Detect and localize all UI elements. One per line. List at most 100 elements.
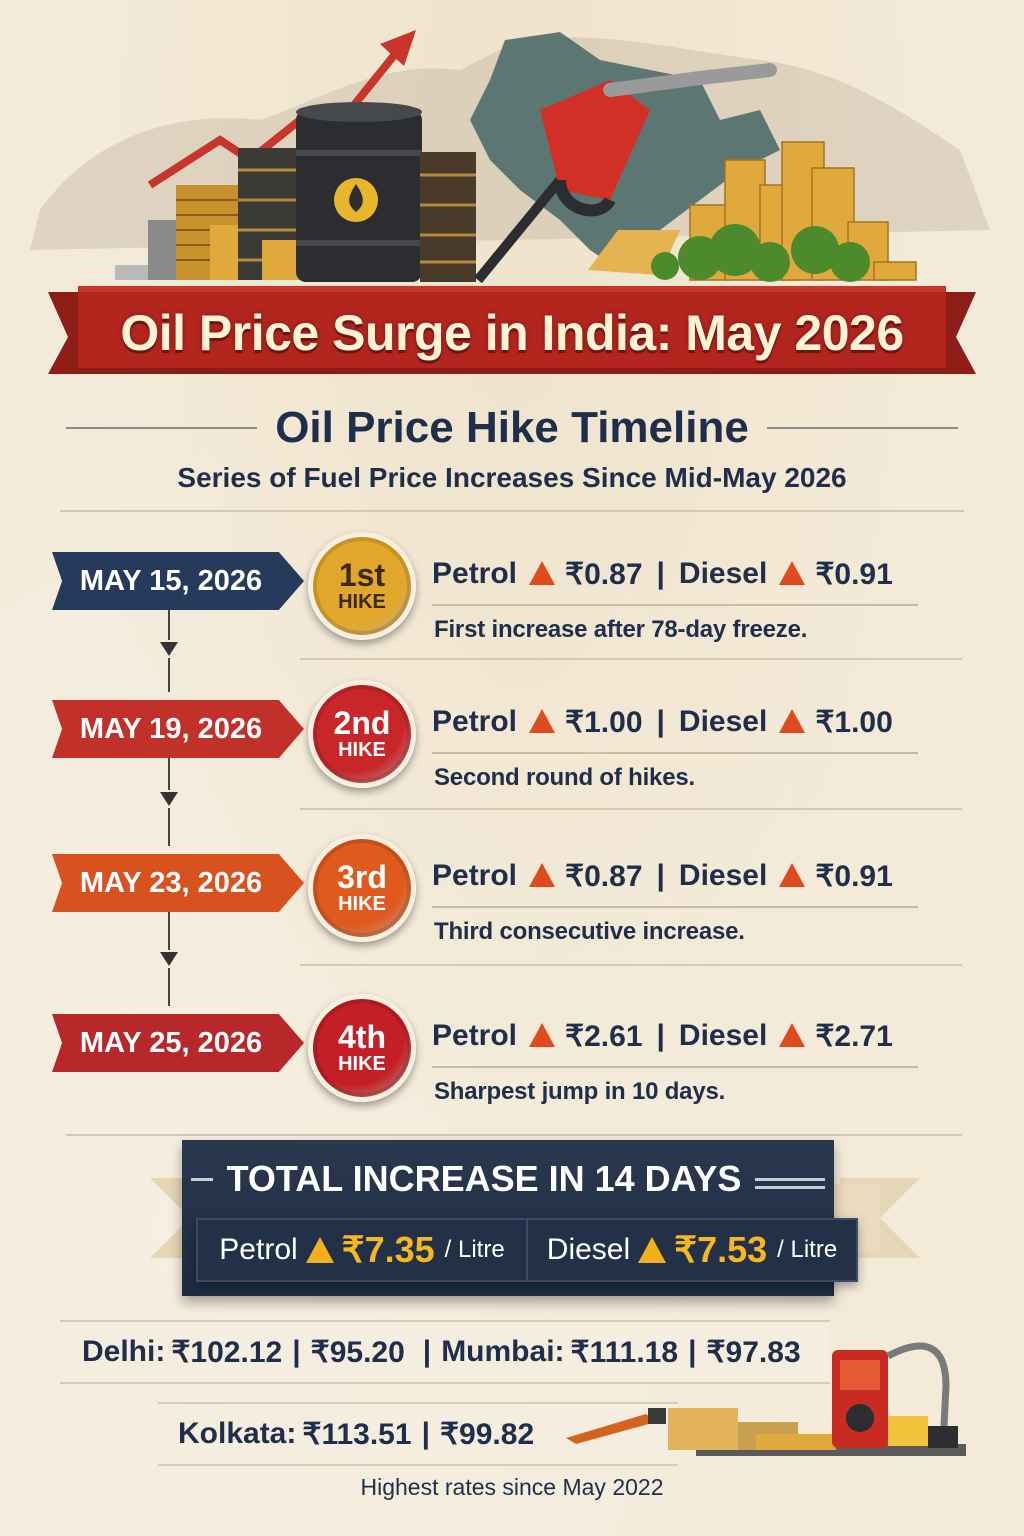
price-changes: Petrol ₹2.61 | Diesel ₹2.71 bbox=[432, 1016, 893, 1056]
diesel-change: ₹0.91 bbox=[815, 859, 893, 893]
hike-note: Sharpest jump in 10 days. bbox=[434, 1078, 726, 1105]
price-changes: Petrol ₹1.00 | Diesel ₹1.00 bbox=[432, 702, 893, 742]
up-triangle-icon bbox=[529, 561, 556, 585]
page-title: Oil Price Surge in India: May 2026 bbox=[120, 305, 904, 361]
city-prices-row: Delhi: ₹102.12 | ₹95.20 | Mumbai: ₹111.1… bbox=[60, 1320, 830, 1384]
row-rule bbox=[432, 604, 918, 606]
hike-badge: 2nd HIKE bbox=[308, 680, 416, 788]
price-changes: Petrol ₹0.87 | Diesel ₹0.91 bbox=[432, 856, 893, 896]
total-title: TOTAL INCREASE IN 14 DAYS bbox=[226, 1158, 742, 1199]
header-rule-left bbox=[66, 427, 258, 429]
separator: | bbox=[422, 1335, 432, 1368]
diesel-label: Diesel bbox=[678, 859, 768, 892]
hike-badge: 3rd HIKE bbox=[308, 834, 416, 942]
city-petrol-price: ₹111.18 bbox=[570, 1335, 679, 1369]
separator: | bbox=[688, 1335, 697, 1368]
petrol-change: ₹0.87 bbox=[565, 557, 643, 591]
timeline-connector bbox=[168, 912, 170, 950]
oil-barrel-icon bbox=[296, 102, 422, 282]
date-tag: MAY 19, 2026 bbox=[52, 700, 304, 758]
price-changes: Petrol ₹0.87 | Diesel ₹0.91 bbox=[432, 554, 893, 594]
total-title-row: TOTAL INCREASE IN 14 DAYS bbox=[182, 1158, 834, 1200]
fuel-nozzle-icon bbox=[474, 63, 777, 284]
unit-label: / Litre bbox=[777, 1236, 838, 1263]
up-triangle-icon bbox=[305, 1237, 334, 1263]
petrol-change: ₹2.61 bbox=[565, 1019, 643, 1053]
up-triangle-icon bbox=[529, 863, 556, 887]
city-label: Mumbai: bbox=[441, 1335, 565, 1368]
divider bbox=[60, 510, 964, 512]
city-petrol-price: ₹102.12 bbox=[171, 1335, 283, 1369]
separator: | bbox=[656, 1019, 665, 1052]
petrol-label: Petrol bbox=[219, 1233, 298, 1266]
timeline-row: MAY 19, 2026 2nd HIKE Petrol ₹1.00 | Die… bbox=[52, 680, 972, 810]
diesel-label: Diesel bbox=[678, 705, 768, 738]
hike-badge: 1st HIKE bbox=[308, 532, 416, 640]
hike-label: HIKE bbox=[338, 893, 386, 915]
city-diesel-price: ₹97.83 bbox=[706, 1335, 801, 1369]
divider bbox=[300, 964, 962, 966]
date-tag: MAY 23, 2026 bbox=[52, 854, 304, 912]
hike-label: HIKE bbox=[338, 739, 386, 761]
diesel-label: Diesel bbox=[546, 1233, 631, 1266]
petrol-label: Petrol bbox=[432, 1019, 518, 1052]
section-header: Oil Price Hike Timeline bbox=[66, 398, 958, 458]
arrow-down-icon bbox=[160, 792, 178, 806]
up-triangle-icon bbox=[779, 863, 806, 887]
petrol-label: Petrol bbox=[432, 557, 518, 590]
up-triangle-icon bbox=[529, 709, 556, 733]
separator: | bbox=[656, 859, 665, 892]
hike-ordinal: 1st bbox=[338, 557, 386, 593]
timeline-row: MAY 25, 2026 4th HIKE Petrol ₹2.61 | Die… bbox=[52, 994, 972, 1124]
timeline-connector bbox=[168, 758, 170, 790]
total-petrol: Petrol ₹7.35 / Litre bbox=[198, 1220, 526, 1280]
petrol-label: Petrol bbox=[432, 705, 518, 738]
timeline-row: MAY 23, 2026 3rd HIKE Petrol ₹0.87 | Die… bbox=[52, 834, 972, 964]
timeline-connector bbox=[168, 808, 170, 846]
separator: | bbox=[292, 1335, 301, 1368]
section-subtitle: Series of Fuel Price Increases Since Mid… bbox=[177, 462, 847, 493]
coin-stack-icon bbox=[115, 148, 310, 280]
diesel-change: ₹0.91 bbox=[815, 557, 893, 591]
dash-decoration bbox=[190, 1177, 213, 1181]
total-diesel: Diesel ₹7.53 / Litre bbox=[526, 1220, 856, 1280]
hike-ordinal: 4th bbox=[338, 1019, 386, 1055]
diesel-change: ₹2.71 bbox=[815, 1019, 893, 1053]
city-diesel-price: ₹95.20 bbox=[310, 1335, 405, 1369]
up-triangle-icon bbox=[779, 709, 806, 733]
row-rule bbox=[432, 1066, 918, 1068]
petrol-label: Petrol bbox=[432, 859, 518, 892]
hike-label: HIKE bbox=[338, 591, 386, 613]
divider bbox=[66, 1134, 962, 1136]
up-triangle-icon bbox=[529, 1023, 556, 1047]
up-triangle-icon bbox=[779, 561, 806, 585]
dash-decoration bbox=[755, 1177, 826, 1181]
hike-note: First increase after 78-day freeze. bbox=[434, 616, 808, 643]
diesel-label: Diesel bbox=[678, 557, 768, 590]
date-tag: MAY 15, 2026 bbox=[52, 552, 304, 610]
row-rule bbox=[432, 906, 918, 908]
timeline-row: MAY 15, 2026 1st HIKE Petrol ₹0.87 | Die… bbox=[52, 532, 972, 662]
hike-label: HIKE bbox=[338, 1053, 386, 1075]
hike-ordinal: 3rd bbox=[337, 859, 387, 895]
up-triangle-icon bbox=[638, 1237, 667, 1263]
separator: | bbox=[656, 557, 665, 590]
divider bbox=[300, 658, 962, 660]
diesel-total: ₹7.53 bbox=[674, 1229, 768, 1270]
hike-note: Second round of hikes. bbox=[434, 764, 695, 791]
timeline-connector bbox=[168, 610, 170, 640]
arrow-down-icon bbox=[160, 642, 178, 656]
petrol-change: ₹1.00 bbox=[565, 705, 643, 739]
hike-ordinal: 2nd bbox=[333, 705, 391, 741]
diesel-label: Diesel bbox=[678, 1019, 768, 1052]
title-banner: Oil Price Surge in India: May 2026 bbox=[48, 282, 976, 382]
footnote: Highest rates since May 2022 bbox=[360, 1474, 664, 1500]
city-label: Delhi: bbox=[82, 1335, 166, 1368]
hike-badge: 4th HIKE bbox=[308, 994, 416, 1102]
timeline-connector bbox=[168, 968, 170, 1006]
hero-illustration bbox=[30, 30, 990, 284]
total-values: Petrol ₹7.35 / Litre Diesel ₹7.53 / Litr… bbox=[196, 1218, 858, 1282]
separator: | bbox=[656, 705, 665, 738]
section-title: Oil Price Hike Timeline bbox=[275, 403, 749, 452]
fuel-pump-icon bbox=[566, 1342, 966, 1456]
